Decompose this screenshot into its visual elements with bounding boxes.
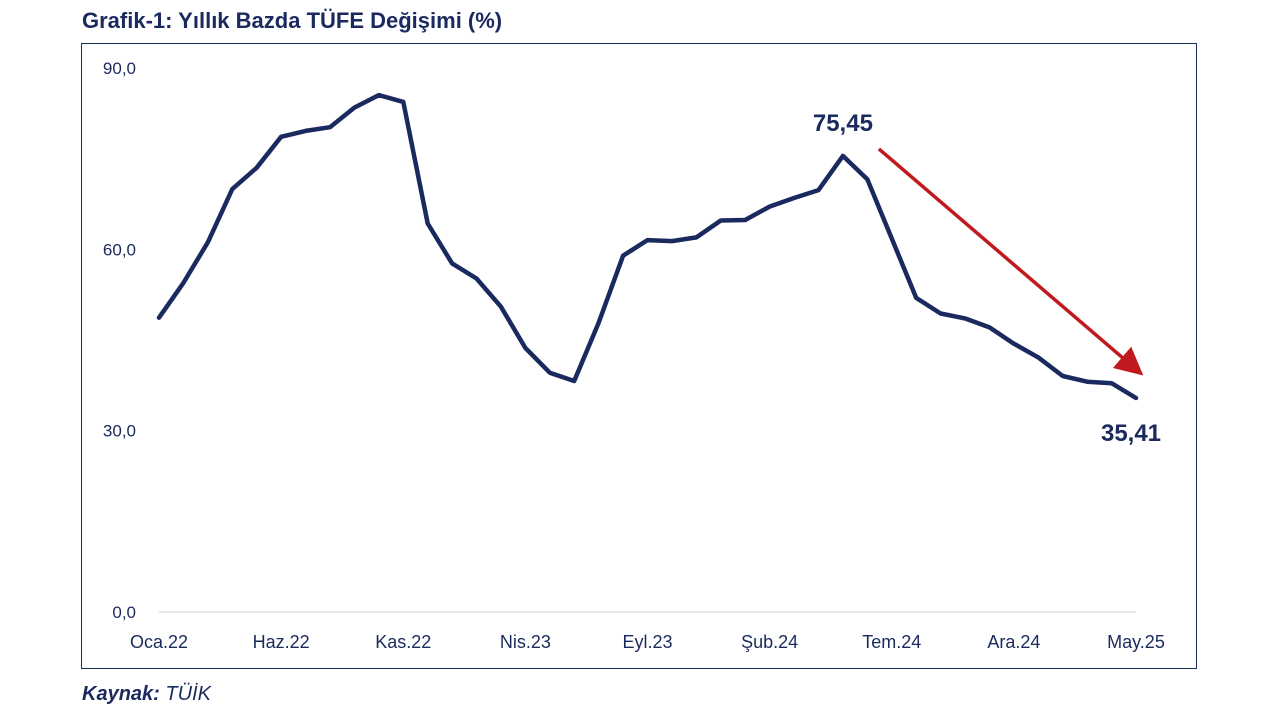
data-point — [743, 218, 747, 222]
data-point — [1134, 396, 1138, 400]
data-point — [816, 188, 820, 192]
data-point — [1036, 355, 1040, 359]
data-point — [499, 305, 503, 309]
data-point — [230, 187, 234, 191]
x-tick-label: Oca.22 — [130, 632, 188, 652]
data-point — [1085, 380, 1089, 384]
data-point — [841, 154, 845, 158]
source-note: Kaynak: TÜİK — [82, 683, 211, 706]
data-point — [694, 235, 698, 239]
data-point — [768, 205, 772, 209]
data-point — [523, 346, 527, 350]
data-point — [597, 321, 601, 325]
data-point — [255, 166, 259, 170]
data-point — [157, 316, 161, 320]
x-tick-label: Ara.24 — [987, 632, 1040, 652]
data-point — [865, 177, 869, 181]
data-point — [719, 219, 723, 223]
x-tick-label: May.25 — [1107, 632, 1165, 652]
data-point — [206, 240, 210, 244]
data-point — [328, 125, 332, 129]
data-point — [621, 254, 625, 258]
x-tick-label: Şub.24 — [741, 632, 798, 652]
source-value: TÜİK — [165, 683, 211, 705]
source-label: Kaynak: — [82, 683, 160, 705]
data-point — [670, 239, 674, 243]
data-point — [963, 316, 967, 320]
data-point — [1061, 374, 1065, 378]
y-tick-label: 90,0 — [103, 59, 136, 78]
data-point — [939, 312, 943, 316]
value-annotation: 75,45 — [813, 110, 873, 137]
data-point — [181, 281, 185, 285]
data-point — [304, 129, 308, 133]
data-point — [572, 379, 576, 383]
chart-title: Grafik-1: Yıllık Bazda TÜFE Değişimi (%) — [82, 8, 503, 33]
data-point — [401, 100, 405, 104]
y-tick-label: 30,0 — [103, 422, 136, 441]
x-tick-label: Nis.23 — [500, 632, 551, 652]
data-point — [352, 106, 356, 110]
data-point — [914, 296, 918, 300]
x-tick-label: Eyl.23 — [622, 632, 672, 652]
data-point — [1110, 381, 1114, 385]
data-point — [1012, 342, 1016, 346]
data-point — [792, 196, 796, 200]
x-tick-label: Tem.24 — [862, 632, 921, 652]
data-point — [426, 222, 430, 226]
x-tick-label: Haz.22 — [253, 632, 310, 652]
y-tick-label: 0,0 — [112, 603, 136, 622]
data-point — [475, 276, 479, 280]
data-point — [890, 237, 894, 241]
data-point — [548, 371, 552, 375]
series-line — [156, 92, 1139, 401]
chart-frame — [81, 43, 1197, 669]
x-tick-label: Kas.22 — [375, 632, 431, 652]
data-point — [450, 261, 454, 265]
data-point — [377, 93, 381, 97]
data-point — [987, 325, 991, 329]
data-point — [646, 238, 650, 242]
y-tick-label: 60,0 — [103, 240, 136, 259]
data-point — [279, 135, 283, 139]
trend-arrow — [877, 147, 1144, 376]
value-annotation: 35,41 — [1101, 420, 1161, 447]
